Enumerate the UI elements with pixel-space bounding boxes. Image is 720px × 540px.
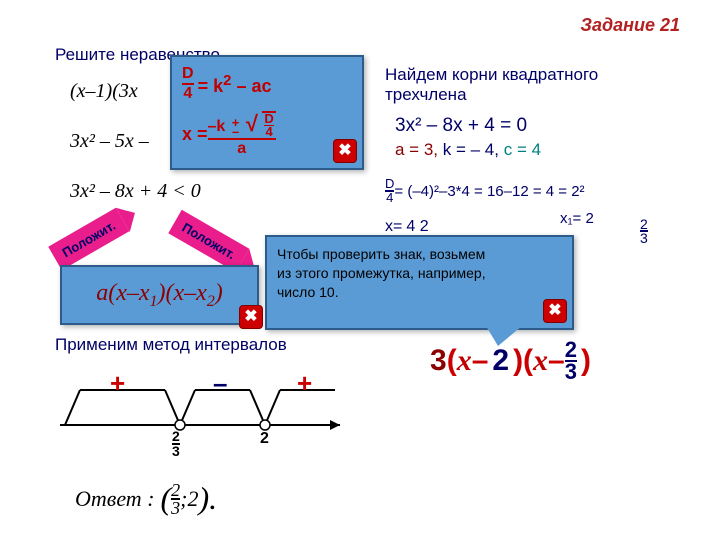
roots-num: 4 2 (406, 218, 428, 235)
sign-plus-1: + (110, 368, 125, 399)
pm-minus: – (232, 124, 239, 139)
sign-plus-2: + (297, 368, 312, 399)
hint-l1: Чтобы проверить знак, возьмем (277, 245, 562, 264)
ans-sep: ; (180, 486, 187, 512)
coeff-k: k = – 4, (443, 140, 499, 159)
x-var-2: x (533, 344, 548, 378)
disc-den: 4 (183, 85, 192, 102)
coeff-c: c = 4 (504, 140, 541, 159)
x-equals: x = (182, 124, 208, 145)
hint-l2: из этого промежутка, например, (277, 264, 562, 283)
factor-formula: a(x–x1)(x–x2) (96, 280, 223, 311)
eq2: 3x² – 5x – (70, 130, 149, 153)
tick2: 2 (260, 430, 269, 448)
factored-expr: 3 ( x – 2 )( x – 2 3 ) (430, 340, 591, 382)
x-var-1: x (457, 344, 472, 378)
sqrt-den: 4 (264, 125, 273, 138)
formula-line2: x = –k + – √ D 4 a (182, 111, 352, 158)
task-title: Задание 21 (580, 15, 680, 36)
coeffs: a = 3, k = – 4, c = 4 (395, 140, 541, 160)
r2den: 3 (640, 230, 648, 246)
disc-rhs: = (–4)²–3*4 = 16–12 = 4 = 2² (394, 183, 584, 200)
two: 2 (492, 344, 509, 378)
sqrt-sym: √ (246, 111, 258, 136)
close-icon[interactable]: ✖ (543, 299, 567, 323)
find-roots-text: Найдем корни квадратного трехчлена (385, 65, 675, 106)
number-line: + – + 2 3 2 (55, 370, 355, 460)
close-icon[interactable]: ✖ (333, 139, 357, 163)
tick1: 2 3 (172, 430, 180, 458)
formula-line1: D 4 = k2 – ac (182, 65, 352, 103)
disc-num: D (182, 65, 194, 82)
t1n: 2 (172, 428, 180, 444)
root2-frac: 2 3 (640, 218, 648, 244)
close-icon[interactable]: ✖ (239, 305, 263, 329)
disc-calc: D 4 = (–4)²–3*4 = 16–12 = 4 = 2² (385, 178, 585, 204)
fden: 3 (565, 359, 577, 384)
ans-b: 2 (188, 486, 199, 512)
hint-l3: число 10. (277, 283, 562, 302)
coef3: 3 (430, 344, 447, 378)
answer: Ответ : ( 2 3 ; 2 ). (75, 480, 217, 517)
coeff-a: a = 3, (395, 140, 438, 159)
arrow-positive-1: Положит. (48, 208, 129, 270)
hint-box: Чтобы проверить знак, возьмем из этого п… (265, 235, 574, 330)
formula-rhs: = k2 – ac (198, 72, 272, 97)
t1d: 3 (172, 443, 180, 459)
arrow-positive-2: Положит. (168, 210, 249, 272)
ans-den: 3 (171, 498, 180, 518)
ans-num: 2 (171, 480, 180, 500)
method-label: Применим метод интервалов (55, 335, 287, 355)
formula-box: D 4 = k2 – ac x = –k + – √ D 4 a (170, 55, 364, 170)
sign-minus: – (213, 368, 227, 399)
p3: ) (581, 344, 591, 378)
eq1: (x–1)(3x (70, 80, 138, 103)
p1: ( (447, 344, 457, 378)
ans-close: ). (199, 480, 218, 517)
quadratic: 3x² – 8x + 4 = 0 (395, 115, 527, 137)
disc-4: 4 (386, 190, 393, 205)
minus-k: –k (208, 118, 226, 135)
eq3: 3x² – 8x + 4 < 0 (70, 180, 201, 203)
factor-formula-box: a(x–x1)(x–x2) ✖ (60, 265, 259, 325)
denom-a: a (237, 140, 246, 157)
ans-open: ( (161, 480, 172, 517)
p2: )( (513, 344, 533, 378)
roots-x: x= (385, 218, 402, 236)
disc-D: D (385, 176, 394, 191)
roots-line: x= 4 2 (385, 218, 433, 236)
root1: x₁= 2 (560, 210, 594, 227)
m2: – (548, 344, 565, 378)
m1: – (472, 344, 489, 378)
answer-label: Ответ : (75, 486, 155, 512)
